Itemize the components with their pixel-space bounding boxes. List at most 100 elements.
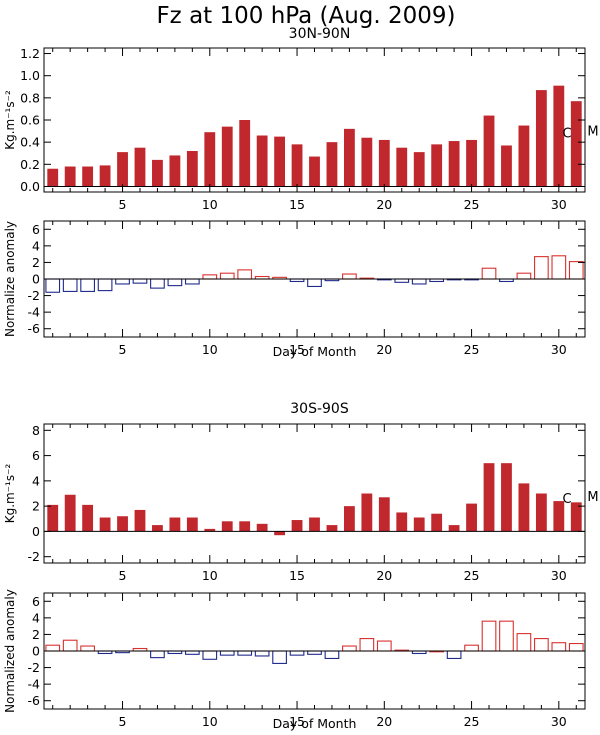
anomaly-bar-day-22	[411, 278, 427, 285]
x-tick-label: 20	[376, 714, 392, 729]
anomaly-bar-day-28	[516, 272, 532, 280]
bar-day-23	[431, 513, 443, 532]
y-tick-label: 6	[32, 594, 40, 609]
bar-day-21	[396, 147, 408, 187]
x-axis-label: Day of Month	[273, 344, 357, 359]
y-axis-label: Kg.m⁻¹s⁻²	[3, 464, 17, 524]
bar-day-2	[64, 494, 76, 532]
anomaly-bar-day-9	[184, 278, 200, 285]
anomaly-bar-day-19	[359, 638, 375, 652]
x-tick-label: 5	[119, 714, 127, 729]
y-tick-label: 1.2	[20, 46, 40, 61]
bar-day-6	[134, 147, 146, 187]
anomaly-bar-day-29	[534, 256, 549, 280]
anomaly-bar-day-16	[307, 278, 322, 288]
y-tick-label: 0.8	[20, 90, 40, 105]
x-tick-label: 30	[551, 197, 567, 212]
x-tick-label: 5	[119, 342, 127, 357]
anomaly-bar-day-17	[324, 650, 340, 660]
bar-day-26	[483, 463, 495, 532]
anomaly-bar-day-14	[272, 650, 287, 664]
bar-day-31	[570, 502, 582, 532]
y-tick-label: 4	[32, 473, 40, 488]
anomaly-bar-day-2	[62, 278, 78, 292]
anomaly-bar-day-29	[534, 638, 549, 652]
x-tick-label: 10	[202, 197, 218, 212]
bar-day-6	[134, 509, 146, 532]
anomaly-bar-day-25	[464, 644, 479, 652]
chart-panel-4: -6-4 -20 2 46 5 10 15 20 25 30 Normalized anomaly D…	[3, 589, 586, 731]
bar-day-20	[378, 139, 390, 187]
bar-day-28	[518, 483, 530, 532]
bar-day-11	[221, 126, 233, 187]
bar-day-9	[186, 517, 198, 532]
anomaly-bar-day-7	[150, 650, 165, 659]
y-tick-label: 0.6	[20, 113, 40, 128]
bar-day-7	[152, 159, 163, 187]
x-tick-label: 20	[376, 197, 392, 212]
bar-day-15	[291, 520, 303, 532]
bar-day-14	[274, 531, 286, 536]
bar-day-13	[256, 135, 268, 187]
annotation-c: C	[562, 492, 571, 507]
anomaly-bar-day-4	[97, 278, 113, 292]
bar-day-19	[361, 137, 373, 187]
bar-day-3	[82, 166, 94, 187]
anomaly-bar-day-27	[499, 620, 514, 652]
anomaly-bar-day-18	[342, 273, 357, 280]
y-tick-label: 6	[32, 448, 40, 463]
bar-day-20	[378, 497, 390, 532]
bar-day-8	[169, 155, 181, 187]
bar-day-11	[221, 521, 233, 532]
annotation-m: M	[587, 124, 598, 139]
bar-day-8	[169, 517, 181, 532]
anomaly-bar-day-30	[551, 642, 567, 652]
annotation-c: C	[562, 126, 571, 141]
bar-day-2	[64, 166, 76, 187]
y-tick-label: 0	[32, 272, 40, 287]
bar-day-13	[256, 523, 268, 532]
anomaly-bar-day-5	[115, 278, 130, 285]
x-tick-label: 30	[551, 342, 567, 357]
bar-day-25	[466, 139, 477, 187]
y-tick-label: 0.4	[20, 135, 40, 150]
bar-day-3	[82, 504, 94, 532]
y-tick-label: 2	[32, 499, 40, 514]
bar-day-31	[570, 101, 582, 187]
bar-day-19	[361, 493, 373, 532]
bar-day-18	[343, 506, 355, 532]
y-axis-label: Kg.m⁻¹s⁻²	[3, 90, 17, 150]
figure-title: Fz at 100 hPa (Aug. 2009)	[156, 3, 455, 29]
bar-day-4	[99, 165, 111, 187]
anomaly-bar-day-13	[254, 650, 270, 657]
bar-day-16	[309, 517, 320, 532]
anomaly-bar-day-1	[45, 644, 61, 652]
anomaly-bar-day-26	[481, 267, 497, 280]
y-tick-label: -4	[28, 305, 41, 320]
x-tick-label: 25	[464, 568, 480, 583]
x-axis-label: Day of Month	[273, 716, 357, 731]
bar-day-1	[47, 504, 59, 532]
x-tick-label: 30	[551, 714, 567, 729]
bar-day-5	[117, 152, 128, 187]
bar-day-21	[396, 512, 408, 532]
y-tick-label: 0	[32, 644, 40, 659]
y-axis-label: Normalize anomaly	[3, 221, 17, 337]
anomaly-bar-day-26	[481, 620, 497, 652]
anomaly-bar-day-11	[219, 650, 235, 656]
x-tick-label: 10	[202, 342, 218, 357]
bar-day-23	[431, 144, 443, 187]
bar-day-26	[483, 115, 495, 187]
y-tick-label: -6	[28, 321, 41, 336]
chart-panel-1: 0.0 0.2 0.4 0.6 0.8 1.0 1.2 5 10 15 20 25 30 Kg.m⁻¹s⁻…	[3, 26, 599, 212]
bar-day-28	[518, 125, 530, 187]
bar-day-7	[152, 525, 163, 532]
y-tick-label: 4	[32, 238, 40, 253]
anomaly-bar-day-20	[376, 640, 392, 652]
bar-day-1	[47, 168, 59, 187]
anomaly-bar-day-10	[202, 650, 218, 660]
bar-day-27	[501, 463, 512, 532]
bar-day-25	[466, 503, 477, 532]
bar-day-10	[204, 528, 216, 532]
